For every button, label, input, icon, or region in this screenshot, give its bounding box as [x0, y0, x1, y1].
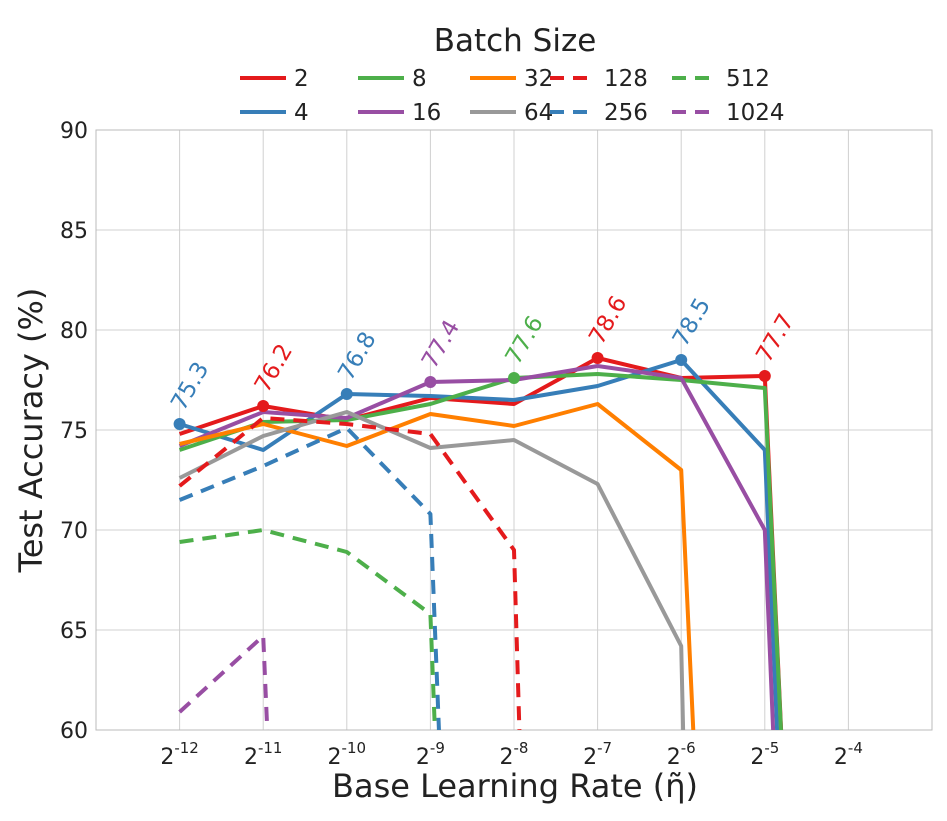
peak-marker	[173, 418, 186, 430]
y-tick-label: 65	[60, 619, 88, 644]
x-tick-label: 2-11	[244, 739, 283, 770]
y-axis-ticks: 60 65 70 75 80 85 90	[60, 119, 88, 744]
x-tick-label: 2-9	[416, 739, 445, 770]
peak-marker	[591, 352, 604, 364]
y-tick-label: 75	[60, 419, 88, 444]
series-layer	[178, 356, 784, 730]
peak-marker	[758, 370, 771, 382]
peak-marker	[340, 388, 353, 400]
series-line-512	[179, 528, 437, 730]
y-axis-label: Test Accuracy (%)	[12, 288, 50, 574]
legend-label-32: 32	[524, 66, 553, 92]
y-tick-label: 80	[60, 319, 88, 344]
legend-label-1024: 1024	[726, 100, 785, 126]
y-tick-label: 85	[60, 219, 88, 244]
gridlines	[96, 129, 932, 731]
y-tick-label: 90	[60, 119, 88, 144]
x-axis-label: Base Learning Rate (η̃)	[332, 767, 698, 805]
y-tick-label: 60	[60, 719, 88, 744]
legend-label-512: 512	[726, 66, 770, 92]
x-axis-ticks: 2-12 2-11 2-10 2-9 2-8 2-7 2-6 2-5 2-4	[160, 739, 863, 770]
legend-label-256: 256	[604, 100, 648, 126]
peak-marker	[424, 376, 437, 388]
legend-label-64: 64	[524, 100, 553, 126]
legend-label-8: 8	[412, 66, 427, 92]
x-tick-label: 2-12	[160, 739, 199, 770]
legend: 2 4 8 16 32 64 128 256 512 1024	[240, 66, 785, 126]
legend-label-4: 4	[294, 100, 309, 126]
legend-label-16: 16	[412, 100, 441, 126]
x-tick-label: 2-5	[750, 739, 779, 770]
legend-label-128: 128	[604, 66, 648, 92]
x-tick-label: 2-7	[583, 739, 612, 770]
x-tick-label: 2-6	[667, 739, 696, 770]
legend-label-2: 2	[294, 66, 309, 92]
series-line-64	[178, 410, 686, 730]
peak-marker	[257, 400, 270, 412]
peak-marker	[508, 372, 520, 384]
peak-marker	[675, 354, 688, 366]
plot-frame	[95, 129, 933, 731]
x-tick-label: 2-8	[500, 739, 529, 770]
x-tick-label: 2-10	[328, 739, 367, 770]
legend-title: Batch Size	[434, 23, 597, 59]
series-line-2	[178, 356, 784, 730]
y-tick-label: 70	[60, 519, 88, 544]
series-line-128	[178, 416, 522, 730]
x-tick-label: 2-4	[834, 739, 863, 770]
series-line-32	[179, 402, 696, 730]
